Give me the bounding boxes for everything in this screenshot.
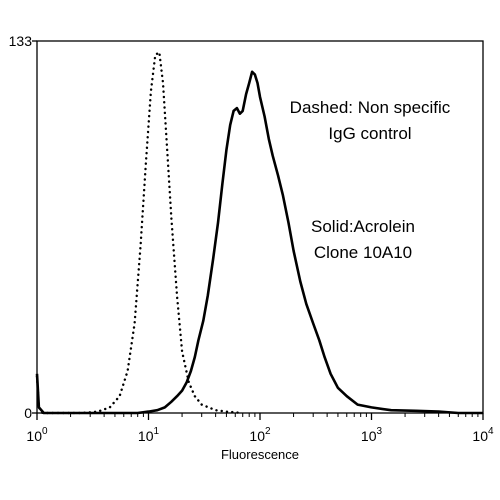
dotted-series-line bbox=[35, 51, 244, 415]
x-tick-label: 101 bbox=[138, 426, 160, 444]
y-tick-label: 0 bbox=[24, 405, 32, 421]
annotation-dashed-line: IgG control bbox=[328, 124, 411, 143]
x-tick-label: 102 bbox=[249, 426, 271, 444]
x-tick-label: 100 bbox=[26, 426, 48, 444]
annotation-layer: Dashed: Non specific IgG control Solid:Acr… bbox=[290, 98, 451, 262]
x-tick-label: 103 bbox=[361, 426, 383, 444]
x-axis-title: Fluorescence bbox=[221, 447, 299, 462]
series-layer bbox=[35, 51, 483, 415]
annotation-solid-line: Clone 10A10 bbox=[314, 243, 412, 262]
axis-layer: 100 101 102 103 104 0 133 Fluorescence bbox=[9, 33, 494, 462]
solid-series-line bbox=[35, 70, 483, 415]
y-tick-label: 133 bbox=[9, 33, 33, 49]
annotation-solid-line: Solid:Acrolein bbox=[311, 217, 415, 236]
x-tick-label: 104 bbox=[472, 426, 494, 444]
annotation-dashed-line: Dashed: Non specific bbox=[290, 98, 451, 117]
